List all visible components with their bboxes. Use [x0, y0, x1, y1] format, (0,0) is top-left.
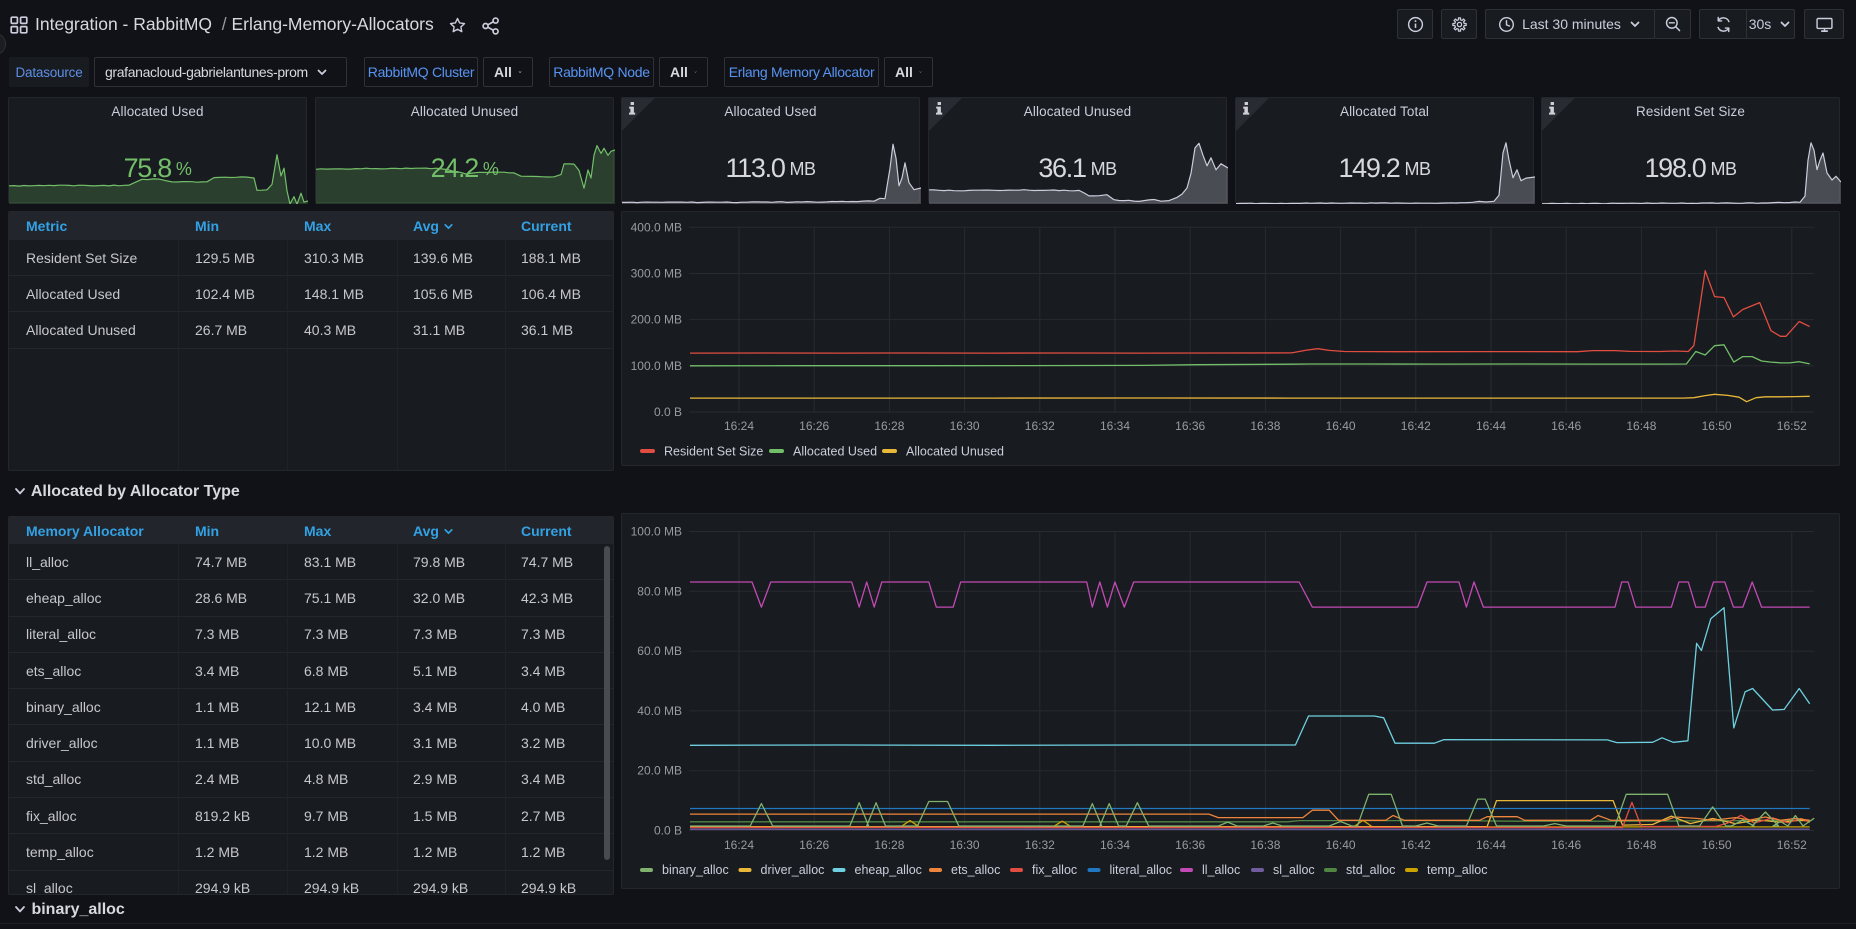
svg-text:16:28: 16:28: [874, 419, 904, 433]
svg-text:fix_alloc: fix_alloc: [1032, 863, 1077, 877]
svg-text:16:26: 16:26: [799, 838, 829, 852]
svg-text:16:44: 16:44: [1476, 419, 1506, 433]
svg-text:16:38: 16:38: [1250, 419, 1280, 433]
svg-text:Allocated Unused: Allocated Unused: [906, 445, 1004, 459]
svg-text:16:52: 16:52: [1777, 419, 1807, 433]
svg-text:0.0 B: 0.0 B: [654, 824, 682, 838]
svg-text:16:36: 16:36: [1175, 838, 1205, 852]
svg-text:16:36: 16:36: [1175, 419, 1205, 433]
svg-text:100.0 MB: 100.0 MB: [631, 525, 682, 539]
svg-text:16:38: 16:38: [1250, 838, 1280, 852]
svg-text:eheap_alloc: eheap_alloc: [855, 863, 922, 877]
svg-text:16:30: 16:30: [950, 419, 980, 433]
svg-text:16:48: 16:48: [1626, 838, 1656, 852]
svg-text:Allocated Used: Allocated Used: [793, 445, 877, 459]
svg-text:80.0 MB: 80.0 MB: [637, 584, 682, 598]
svg-text:16:52: 16:52: [1777, 838, 1807, 852]
svg-text:temp_alloc: temp_alloc: [1427, 863, 1487, 877]
svg-text:16:30: 16:30: [950, 838, 980, 852]
svg-text:16:32: 16:32: [1025, 838, 1055, 852]
svg-text:40.0 MB: 40.0 MB: [637, 704, 682, 718]
svg-text:16:42: 16:42: [1401, 838, 1431, 852]
svg-text:16:44: 16:44: [1476, 838, 1506, 852]
svg-text:16:26: 16:26: [799, 419, 829, 433]
svg-text:16:50: 16:50: [1702, 419, 1732, 433]
svg-text:300.0 MB: 300.0 MB: [631, 267, 682, 281]
svg-text:Resident Set Size: Resident Set Size: [664, 445, 763, 459]
svg-text:200.0 MB: 200.0 MB: [631, 313, 682, 327]
svg-text:ets_alloc: ets_alloc: [951, 863, 1000, 877]
svg-text:ll_alloc: ll_alloc: [1202, 863, 1240, 877]
svg-text:60.0 MB: 60.0 MB: [637, 644, 682, 658]
svg-text:16:32: 16:32: [1025, 419, 1055, 433]
svg-text:16:34: 16:34: [1100, 419, 1130, 433]
svg-text:100.0 MB: 100.0 MB: [631, 359, 682, 373]
svg-text:400.0 MB: 400.0 MB: [631, 220, 682, 234]
svg-text:16:42: 16:42: [1401, 419, 1431, 433]
svg-text:16:50: 16:50: [1702, 838, 1732, 852]
svg-text:binary_alloc: binary_alloc: [662, 863, 729, 877]
svg-text:16:24: 16:24: [724, 838, 754, 852]
svg-text:literal_alloc: literal_alloc: [1110, 863, 1173, 877]
svg-text:16:46: 16:46: [1551, 419, 1581, 433]
svg-text:16:28: 16:28: [874, 838, 904, 852]
svg-text:16:40: 16:40: [1326, 838, 1356, 852]
svg-text:16:24: 16:24: [724, 419, 754, 433]
svg-text:0.0 B: 0.0 B: [654, 405, 682, 419]
svg-text:driver_alloc: driver_alloc: [761, 863, 825, 877]
svg-text:16:40: 16:40: [1326, 419, 1356, 433]
svg-text:sl_alloc: sl_alloc: [1273, 863, 1315, 877]
svg-text:std_alloc: std_alloc: [1346, 863, 1395, 877]
svg-text:20.0 MB: 20.0 MB: [637, 764, 682, 778]
svg-text:16:46: 16:46: [1551, 838, 1581, 852]
svg-text:16:48: 16:48: [1626, 419, 1656, 433]
svg-text:16:34: 16:34: [1100, 838, 1130, 852]
